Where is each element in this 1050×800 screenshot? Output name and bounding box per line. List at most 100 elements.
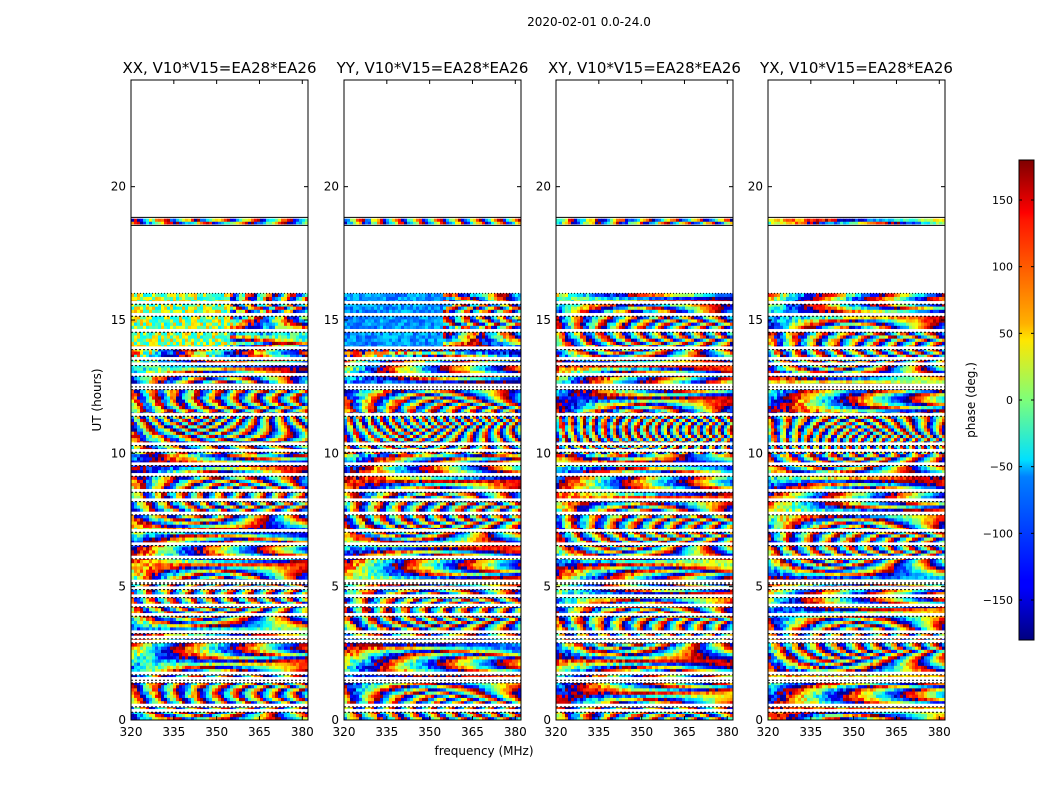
phase-cell (269, 626, 273, 631)
phase-cell (212, 495, 216, 500)
phase-cell (197, 553, 201, 557)
phase-cell (149, 623, 153, 628)
phase-cell (251, 659, 255, 663)
phase-cell (170, 694, 174, 698)
phase-cell (191, 479, 195, 484)
phase-cell (197, 598, 201, 602)
phase-cell (209, 684, 213, 689)
phase-cell (158, 665, 162, 670)
phase-cell (215, 643, 219, 647)
phase-cell (149, 687, 153, 692)
phase-cell (140, 524, 144, 528)
phase-cell (284, 652, 288, 657)
phase-cell (149, 617, 153, 621)
phase-cell (224, 591, 228, 596)
phase-cell (176, 456, 180, 461)
phase-cell (251, 610, 255, 615)
phase-cell (146, 633, 150, 637)
phase-cell (206, 453, 210, 458)
phase-cell (155, 591, 159, 596)
phase-cell (197, 572, 201, 577)
phase-cell (218, 623, 222, 628)
phase-cell (293, 681, 297, 686)
phase-cell (266, 700, 270, 705)
phase-cell (218, 610, 222, 615)
phase-cell (284, 482, 288, 487)
phase-cell (269, 549, 273, 554)
phase-cell (191, 662, 195, 666)
phase-cell (212, 476, 216, 480)
phase-cell (176, 505, 180, 509)
phase-cell (131, 646, 135, 650)
phase-cell (137, 479, 141, 484)
phase-cell (284, 649, 288, 654)
phase-cell (173, 562, 177, 567)
phase-cell (260, 591, 264, 596)
phase-cell (149, 559, 153, 564)
phase-cell (305, 517, 308, 522)
phase-cell (245, 559, 249, 564)
phase-cell (299, 610, 303, 615)
phase-cell (245, 694, 249, 698)
phase-cell (188, 665, 192, 670)
phase-cell (137, 566, 141, 570)
phase-cell (149, 572, 153, 577)
phase-cell (146, 466, 150, 471)
phase-cell (152, 610, 156, 615)
phase-cell (308, 688, 311, 692)
phase-cell (218, 479, 222, 484)
phase-cell (161, 566, 165, 570)
phase-cell (299, 713, 303, 718)
phase-cell (164, 476, 168, 480)
phase-cell (206, 684, 210, 689)
phase-cell (308, 694, 311, 698)
phase-cell (191, 694, 195, 698)
phase-cell (278, 517, 282, 522)
phase-cell (236, 517, 240, 522)
phase-cell (263, 460, 267, 464)
phase-cell (275, 610, 279, 615)
phase-cell (251, 607, 255, 612)
phase-cell (281, 495, 285, 500)
phase-cell (227, 700, 231, 705)
phase-cell (158, 549, 162, 554)
phase-cell (242, 700, 246, 705)
phase-cell (227, 492, 231, 496)
phase-cell (161, 517, 165, 522)
phase-cell (185, 620, 189, 625)
phase-cell (272, 482, 276, 487)
phase-cell (170, 521, 174, 525)
phase-cell (158, 514, 162, 519)
phase-cell (269, 566, 273, 570)
phase-cell (158, 505, 162, 509)
phase-cell (260, 514, 264, 519)
phase-cell (131, 659, 135, 663)
phase-cell (182, 521, 186, 525)
phase-cell (137, 537, 141, 541)
phase-cell (164, 675, 168, 679)
phase-cell (167, 713, 171, 718)
phase-cell (155, 601, 159, 605)
phase-cell (287, 649, 291, 654)
phase-cell (131, 655, 135, 660)
phase-cell (284, 508, 288, 512)
phase-cell (179, 626, 183, 631)
phase-cell (194, 553, 198, 557)
phase-cell (299, 668, 303, 673)
phase-cell (194, 646, 198, 650)
phase-cell (248, 460, 252, 464)
phase-cell (194, 469, 198, 474)
phase-cell (269, 665, 273, 670)
phase-cell (173, 684, 177, 689)
phase-cell (230, 453, 234, 458)
phase-cell (188, 713, 192, 718)
phase-cell (233, 588, 237, 593)
phase-cell (212, 649, 216, 654)
phase-cell (236, 540, 240, 544)
phase-cell (158, 482, 162, 487)
phase-cell (266, 495, 270, 500)
phase-cell (266, 566, 270, 570)
phase-cell (191, 521, 195, 525)
phase-cell (233, 562, 237, 567)
phase-cell (221, 530, 225, 535)
